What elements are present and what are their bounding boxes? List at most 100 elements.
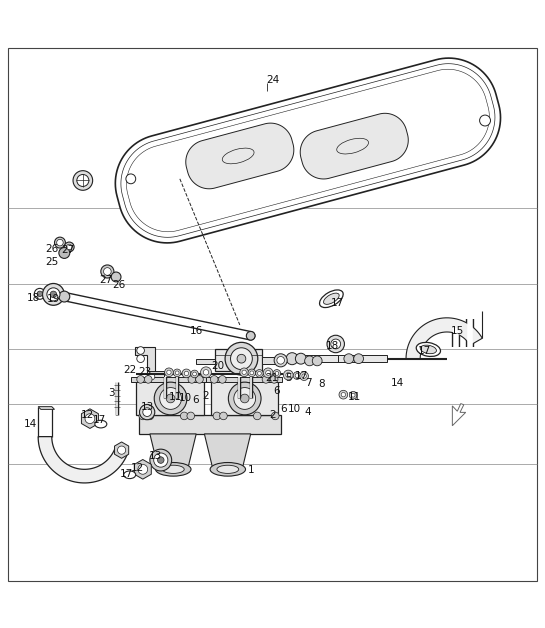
Circle shape — [253, 412, 261, 420]
Polygon shape — [288, 355, 338, 362]
Circle shape — [480, 115, 491, 126]
Circle shape — [59, 247, 70, 258]
Text: 2: 2 — [202, 391, 209, 401]
Circle shape — [273, 370, 281, 377]
Circle shape — [137, 347, 144, 354]
Text: 10: 10 — [288, 404, 301, 414]
Circle shape — [349, 391, 357, 399]
Polygon shape — [38, 436, 128, 483]
Circle shape — [137, 376, 144, 383]
Text: 17: 17 — [417, 345, 431, 355]
Circle shape — [73, 171, 93, 190]
Circle shape — [275, 372, 279, 376]
Circle shape — [180, 412, 188, 420]
Polygon shape — [204, 434, 251, 468]
Ellipse shape — [420, 345, 437, 354]
Circle shape — [101, 265, 114, 278]
Text: 25: 25 — [45, 257, 58, 268]
Circle shape — [47, 288, 60, 301]
Circle shape — [139, 412, 147, 420]
Circle shape — [140, 404, 155, 420]
Circle shape — [160, 387, 181, 409]
Circle shape — [237, 354, 246, 363]
Circle shape — [305, 356, 314, 365]
Polygon shape — [114, 442, 129, 458]
Circle shape — [300, 372, 308, 381]
Text: 14: 14 — [391, 377, 404, 387]
Text: 7: 7 — [305, 377, 311, 387]
Text: 11: 11 — [169, 392, 182, 403]
Text: 2: 2 — [269, 410, 276, 420]
Text: 5: 5 — [286, 373, 292, 383]
Circle shape — [283, 370, 293, 380]
Circle shape — [201, 367, 211, 378]
Circle shape — [331, 339, 341, 349]
Circle shape — [263, 368, 273, 378]
Circle shape — [158, 457, 164, 463]
Circle shape — [228, 382, 261, 415]
Circle shape — [219, 376, 226, 383]
Circle shape — [137, 355, 144, 362]
Circle shape — [57, 239, 63, 246]
Text: 18: 18 — [326, 340, 339, 350]
Circle shape — [66, 244, 72, 250]
Text: 15: 15 — [451, 327, 464, 337]
Text: 16: 16 — [190, 327, 203, 337]
Ellipse shape — [162, 465, 184, 474]
Circle shape — [295, 353, 306, 364]
Polygon shape — [136, 381, 204, 415]
Polygon shape — [147, 371, 164, 382]
Polygon shape — [406, 318, 482, 359]
Circle shape — [274, 354, 287, 367]
Text: 6: 6 — [192, 394, 198, 404]
Circle shape — [182, 369, 191, 378]
Circle shape — [258, 372, 262, 376]
Circle shape — [354, 354, 364, 364]
Polygon shape — [300, 113, 408, 179]
Circle shape — [104, 268, 111, 275]
Circle shape — [312, 356, 322, 365]
Ellipse shape — [156, 462, 191, 476]
Text: 27: 27 — [62, 245, 75, 255]
Circle shape — [193, 372, 196, 376]
Text: 22: 22 — [123, 365, 136, 374]
Polygon shape — [186, 123, 294, 189]
Text: 24: 24 — [266, 75, 279, 85]
Text: 13: 13 — [141, 402, 154, 411]
Circle shape — [286, 353, 298, 365]
Polygon shape — [139, 415, 281, 434]
Polygon shape — [196, 359, 215, 364]
Text: 18: 18 — [27, 293, 40, 303]
Ellipse shape — [319, 290, 343, 308]
Circle shape — [175, 371, 179, 375]
Circle shape — [191, 370, 198, 378]
Text: 17: 17 — [120, 468, 133, 479]
Circle shape — [250, 371, 254, 375]
Circle shape — [339, 390, 348, 399]
Circle shape — [295, 374, 299, 377]
Circle shape — [118, 446, 126, 454]
Circle shape — [126, 174, 136, 184]
Text: 27: 27 — [100, 274, 113, 284]
Circle shape — [344, 354, 354, 364]
Text: 6: 6 — [273, 386, 280, 396]
Circle shape — [50, 291, 57, 298]
Ellipse shape — [324, 293, 339, 305]
Circle shape — [146, 412, 154, 420]
Circle shape — [59, 291, 70, 302]
Text: 11: 11 — [348, 392, 361, 403]
Circle shape — [34, 288, 45, 300]
Text: 1: 1 — [247, 465, 254, 475]
Circle shape — [341, 392, 346, 397]
Text: 23: 23 — [138, 367, 151, 377]
Polygon shape — [262, 357, 278, 364]
Text: 14: 14 — [23, 419, 37, 429]
Text: 6: 6 — [280, 404, 287, 414]
Circle shape — [150, 449, 172, 471]
Circle shape — [234, 387, 256, 409]
Polygon shape — [215, 349, 262, 371]
Circle shape — [148, 374, 155, 380]
Circle shape — [143, 408, 152, 416]
Ellipse shape — [95, 420, 107, 428]
Ellipse shape — [124, 471, 136, 479]
